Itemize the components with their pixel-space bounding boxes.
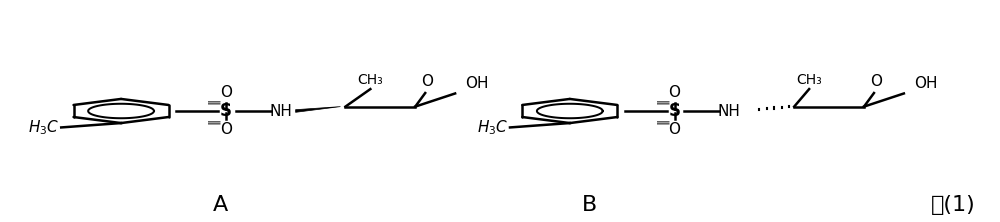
Text: CH₃: CH₃ [357,73,383,87]
Text: OH: OH [914,76,937,91]
Text: ‖: ‖ [207,98,220,105]
Text: ‖: ‖ [656,117,669,124]
Text: CH₃: CH₃ [796,73,822,87]
Text: O: O [669,85,681,101]
Polygon shape [296,107,340,112]
Text: $H_3C$: $H_3C$ [28,118,59,137]
Text: O: O [220,85,232,101]
Text: ‖: ‖ [656,98,669,105]
Text: B: B [582,195,597,215]
Text: NH: NH [269,103,292,119]
Text: S: S [220,102,232,120]
Text: 式(1): 式(1) [931,195,976,215]
Text: O: O [870,74,882,89]
Text: $H_3C$: $H_3C$ [477,118,508,137]
Text: A: A [213,195,228,215]
Text: ‖: ‖ [207,117,220,124]
Text: O: O [220,121,232,137]
Text: OH: OH [465,76,489,91]
Text: NH: NH [718,103,741,119]
Text: O: O [421,74,433,89]
Text: O: O [669,121,681,137]
Text: S: S [669,102,681,120]
